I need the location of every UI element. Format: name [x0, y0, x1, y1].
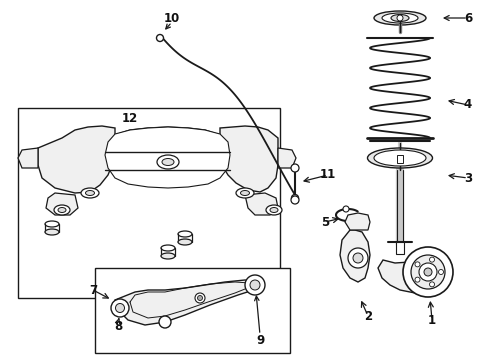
Circle shape: [424, 268, 432, 276]
Circle shape: [116, 303, 124, 312]
Circle shape: [111, 299, 129, 317]
Bar: [396, 242, 404, 254]
Text: 4: 4: [464, 99, 472, 112]
Ellipse shape: [391, 14, 409, 22]
Text: 12: 12: [122, 112, 138, 125]
Ellipse shape: [161, 245, 175, 251]
Ellipse shape: [374, 11, 426, 25]
Ellipse shape: [241, 190, 249, 195]
Circle shape: [411, 255, 445, 289]
Circle shape: [397, 15, 403, 21]
Circle shape: [415, 277, 420, 282]
Text: 10: 10: [164, 12, 180, 24]
Circle shape: [245, 275, 265, 295]
Bar: [18, 108, 280, 298]
Circle shape: [291, 164, 299, 172]
Ellipse shape: [374, 150, 426, 166]
Polygon shape: [278, 148, 296, 168]
Circle shape: [348, 248, 368, 268]
Ellipse shape: [382, 13, 418, 23]
Ellipse shape: [270, 207, 278, 212]
Polygon shape: [46, 193, 78, 215]
Polygon shape: [245, 193, 278, 215]
Ellipse shape: [162, 158, 174, 166]
Ellipse shape: [45, 229, 59, 235]
Text: 1: 1: [428, 314, 436, 327]
Ellipse shape: [54, 205, 70, 215]
Circle shape: [292, 194, 298, 202]
Ellipse shape: [178, 231, 192, 237]
Circle shape: [343, 206, 349, 212]
Polygon shape: [18, 148, 38, 168]
Text: 5: 5: [321, 216, 329, 229]
Bar: [95, 268, 290, 353]
Circle shape: [353, 253, 363, 263]
Ellipse shape: [45, 221, 59, 227]
Circle shape: [430, 257, 435, 262]
Ellipse shape: [161, 253, 175, 259]
Text: 2: 2: [364, 310, 372, 323]
Circle shape: [159, 316, 171, 328]
Polygon shape: [378, 260, 448, 295]
Circle shape: [439, 270, 443, 274]
Polygon shape: [115, 280, 260, 325]
Ellipse shape: [157, 155, 179, 169]
Ellipse shape: [58, 207, 66, 212]
Polygon shape: [345, 213, 370, 230]
Polygon shape: [105, 127, 230, 188]
Polygon shape: [340, 230, 370, 282]
Text: 6: 6: [464, 12, 472, 24]
Circle shape: [156, 35, 164, 41]
Bar: [397, 155, 403, 163]
Circle shape: [403, 247, 453, 297]
Circle shape: [197, 296, 202, 301]
Text: 8: 8: [114, 320, 122, 333]
Ellipse shape: [178, 239, 192, 245]
Ellipse shape: [81, 188, 99, 198]
Circle shape: [430, 282, 435, 287]
Circle shape: [291, 196, 299, 204]
Text: 3: 3: [464, 171, 472, 184]
Ellipse shape: [236, 188, 254, 198]
Polygon shape: [38, 126, 278, 193]
Circle shape: [415, 262, 420, 267]
Text: 7: 7: [89, 284, 97, 297]
Text: 11: 11: [320, 168, 336, 181]
Ellipse shape: [85, 190, 95, 195]
Text: 9: 9: [256, 333, 264, 346]
Circle shape: [195, 293, 205, 303]
Circle shape: [419, 263, 437, 281]
Circle shape: [250, 280, 260, 290]
Ellipse shape: [368, 148, 433, 168]
Ellipse shape: [266, 205, 282, 215]
